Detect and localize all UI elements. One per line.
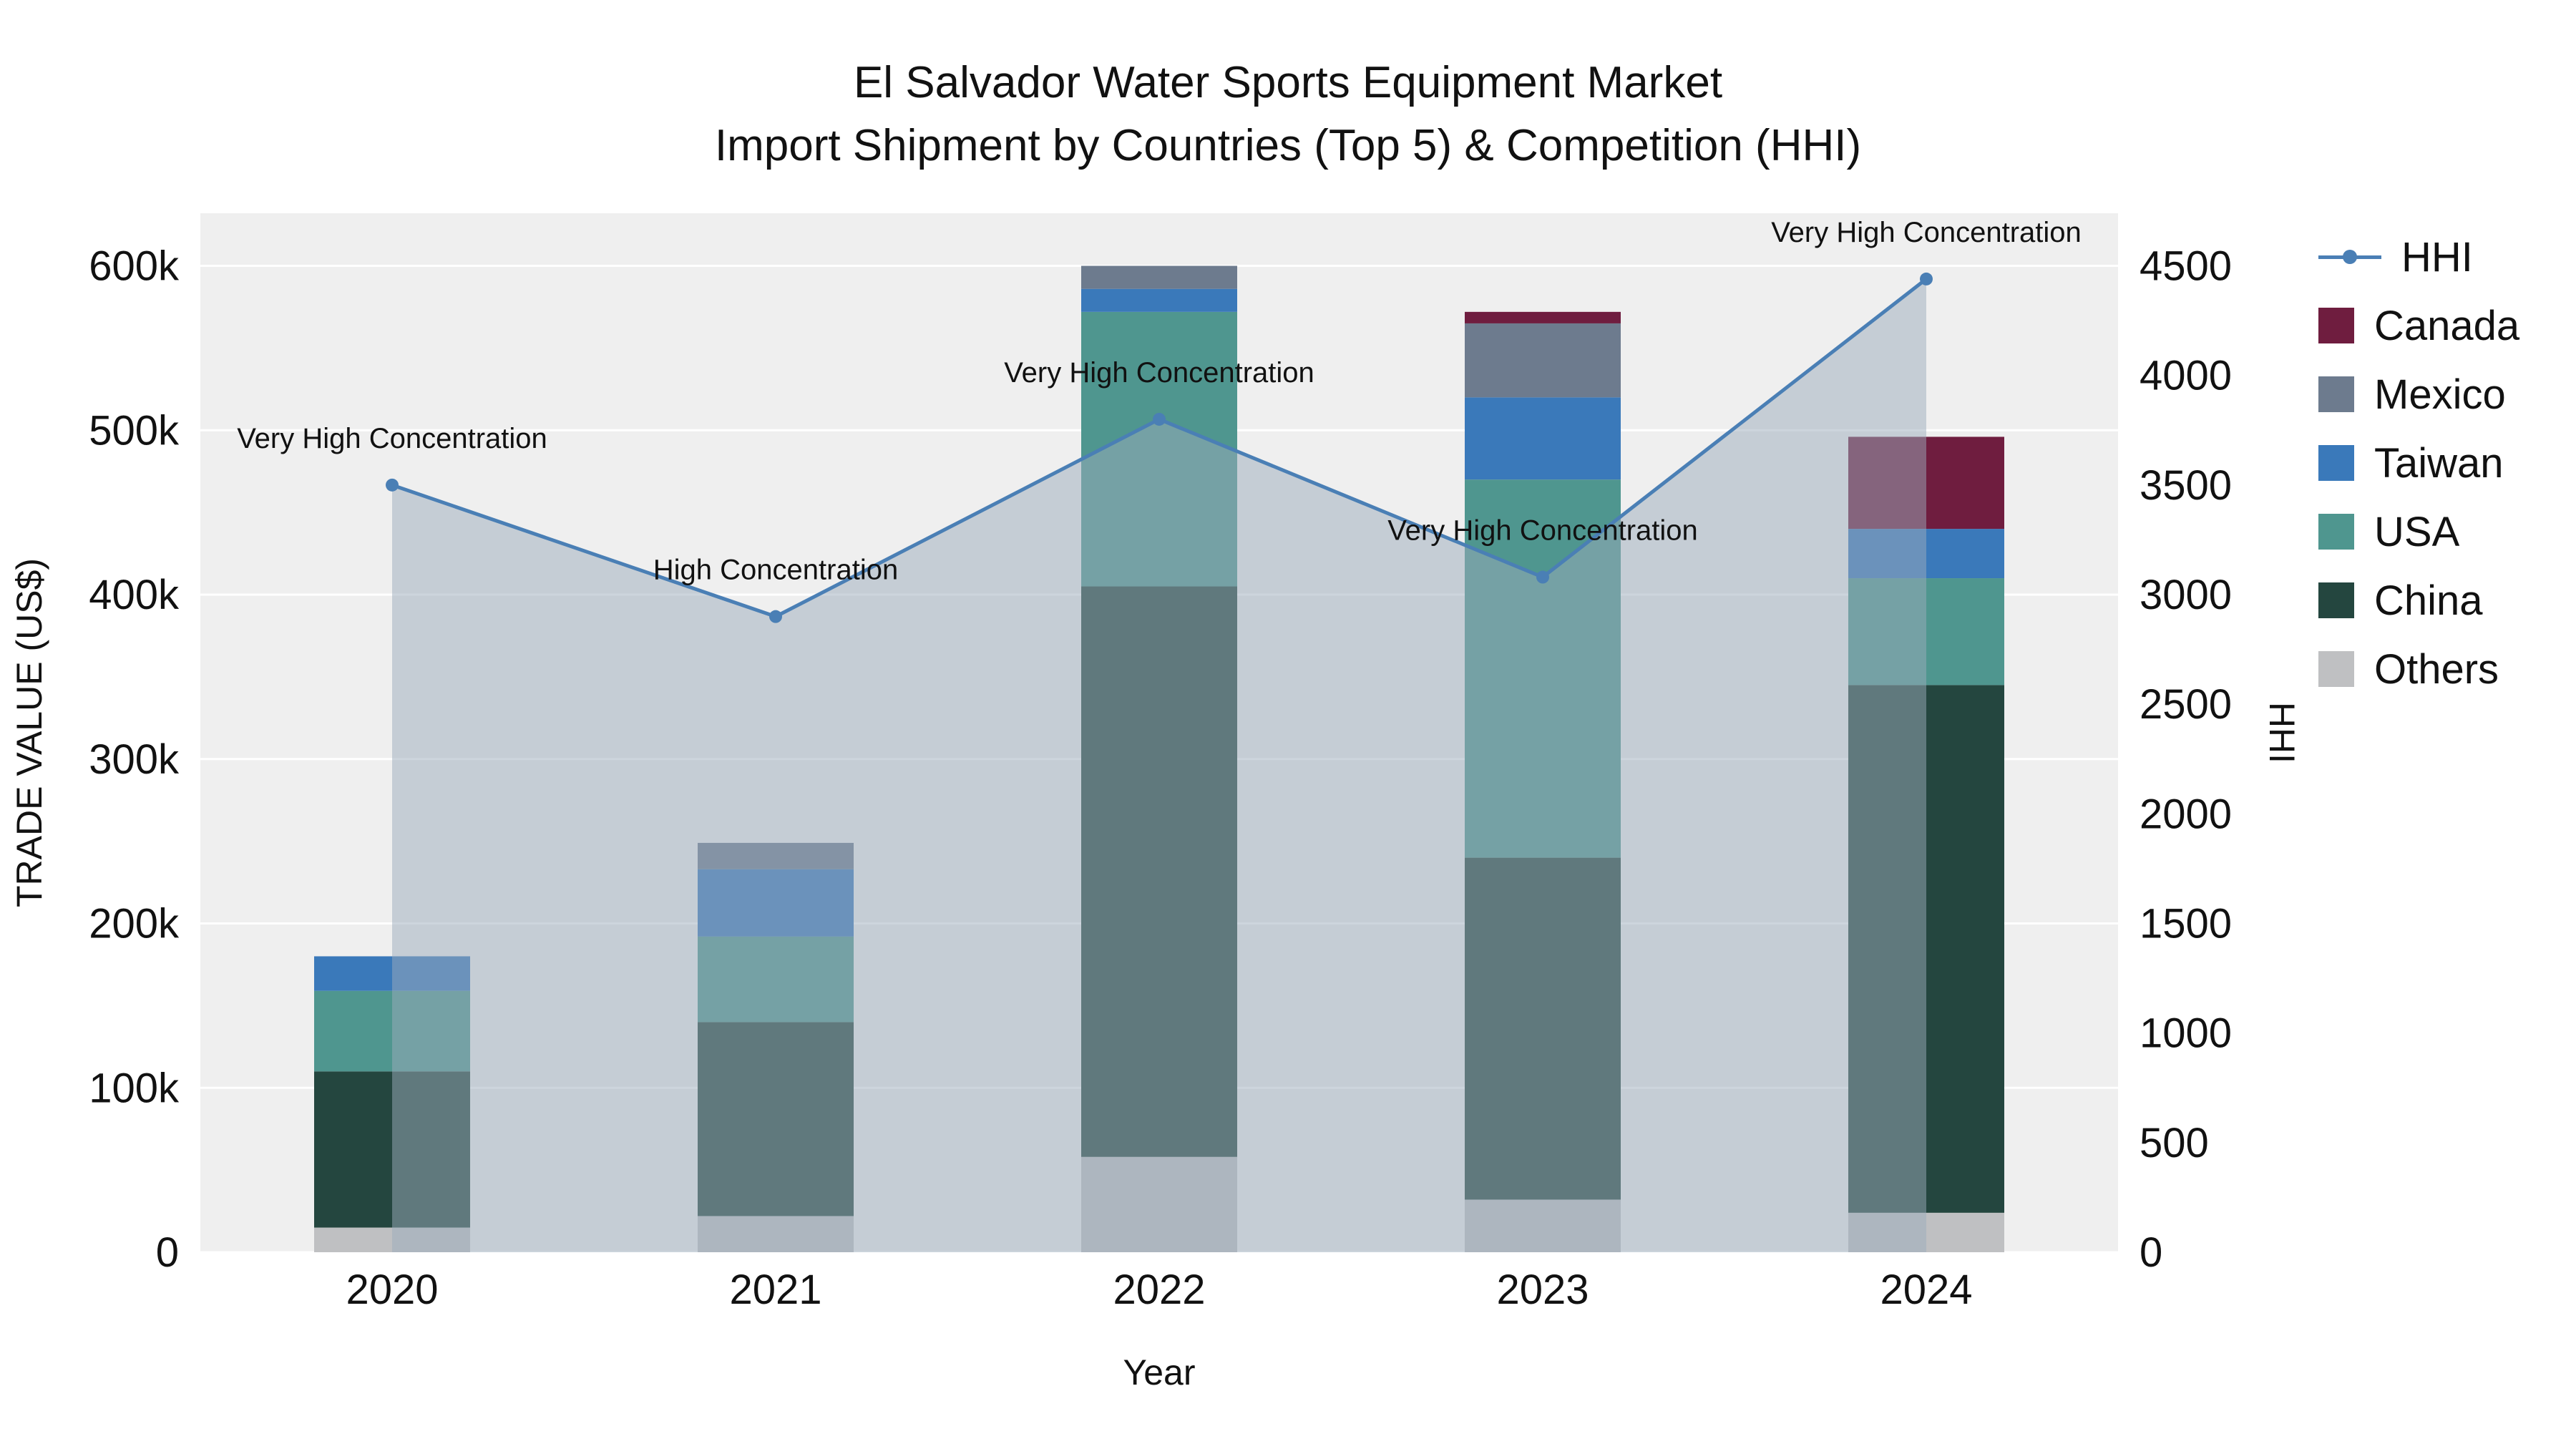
- legend-item-others[interactable]: Others: [2318, 643, 2519, 696]
- hhi-marker-2020: [386, 478, 399, 492]
- y-right-tick-label: 2500: [2140, 681, 2232, 728]
- hhi-marker-2022: [1153, 412, 1166, 426]
- legend-item-canada[interactable]: Canada: [2318, 299, 2519, 352]
- legend-item-usa[interactable]: USA: [2318, 505, 2519, 558]
- chart-title-line1: El Salvador Water Sports Equipment Marke…: [853, 58, 1723, 107]
- annotation-2020: Very High Concentration: [237, 423, 547, 454]
- y-left-tick-label: 500k: [89, 407, 180, 454]
- taiwan-swatch-icon: [2318, 445, 2354, 481]
- y-right-tick-label: 2000: [2140, 791, 2232, 837]
- legend-label-canada: Canada: [2374, 302, 2520, 349]
- y-right-tick-label: 3000: [2140, 572, 2232, 618]
- y-right-tick-label: 4000: [2140, 353, 2232, 399]
- y-left-tick-label: 100k: [89, 1065, 180, 1111]
- legend: HHI Canada Mexico Taiwan USA China Other…: [2318, 230, 2519, 696]
- annotation-2023: Very High Concentration: [1387, 515, 1698, 547]
- x-axis-title: Year: [1123, 1352, 1195, 1392]
- y-right-tick-label: 500: [2140, 1120, 2209, 1166]
- chart-title-line2: Import Shipment by Countries (Top 5) & C…: [714, 121, 1862, 171]
- y-right-tick-label: 0: [2140, 1229, 2162, 1276]
- hhi-marker-2021: [769, 610, 782, 623]
- x-tick-label-2024: 2024: [1880, 1267, 1972, 1313]
- y-right-tick-label: 4500: [2140, 243, 2232, 290]
- y-left-tick-label: 0: [156, 1229, 179, 1276]
- bar-segment-canada-2023: [1465, 311, 1621, 323]
- usa-swatch-icon: [2318, 514, 2354, 550]
- x-tick-label-2022: 2022: [1113, 1267, 1205, 1313]
- others-swatch-icon: [2318, 651, 2354, 687]
- bar-segment-mexico-2023: [1465, 323, 1621, 398]
- y-left-axis-title: TRADE VALUE (US$): [9, 558, 49, 907]
- y-right-tick-label: 1000: [2140, 1010, 2232, 1057]
- legend-label-others: Others: [2374, 645, 2499, 693]
- hhi-line-icon: [2318, 239, 2381, 275]
- chart-title: El Salvador Water Sports Equipment Marke…: [0, 52, 2576, 177]
- annotation-2024: Very High Concentration: [1771, 217, 2082, 248]
- annotation-2022: Very High Concentration: [1004, 357, 1314, 389]
- bar-segment-mexico-2022: [1081, 265, 1237, 289]
- hhi-marker-2023: [1536, 570, 1549, 584]
- annotation-2021: High Concentration: [653, 555, 898, 586]
- y-right-axis-title: HHI: [2262, 702, 2302, 763]
- legend-item-mexico[interactable]: Mexico: [2318, 368, 2519, 421]
- legend-label-taiwan: Taiwan: [2374, 439, 2504, 487]
- y-right-tick-label: 1500: [2140, 901, 2232, 947]
- bar-segment-taiwan-2023: [1465, 397, 1621, 480]
- x-tick-label-2023: 2023: [1496, 1267, 1589, 1313]
- y-left-tick-label: 400k: [89, 572, 180, 618]
- legend-label-china: China: [2374, 577, 2483, 624]
- legend-label-mexico: Mexico: [2374, 371, 2506, 418]
- legend-label-usa: USA: [2374, 508, 2460, 555]
- canada-swatch-icon: [2318, 308, 2354, 343]
- legend-item-hhi[interactable]: HHI: [2318, 230, 2519, 283]
- y-left-tick-label: 600k: [89, 243, 180, 290]
- y-left-tick-label: 300k: [89, 736, 180, 783]
- mexico-swatch-icon: [2318, 376, 2354, 412]
- legend-item-china[interactable]: China: [2318, 574, 2519, 627]
- bar-segment-taiwan-2022: [1081, 288, 1237, 312]
- hhi-area-fill: [392, 278, 1926, 1253]
- y-left-tick-label: 200k: [89, 901, 180, 947]
- x-tick-label-2020: 2020: [346, 1267, 438, 1313]
- legend-label-hhi: HHI: [2401, 233, 2473, 280]
- hhi-marker-2024: [1920, 272, 1933, 286]
- china-swatch-icon: [2318, 582, 2354, 618]
- y-right-tick-label: 3500: [2140, 462, 2232, 509]
- x-tick-label-2021: 2021: [729, 1267, 821, 1313]
- legend-item-taiwan[interactable]: Taiwan: [2318, 436, 2519, 489]
